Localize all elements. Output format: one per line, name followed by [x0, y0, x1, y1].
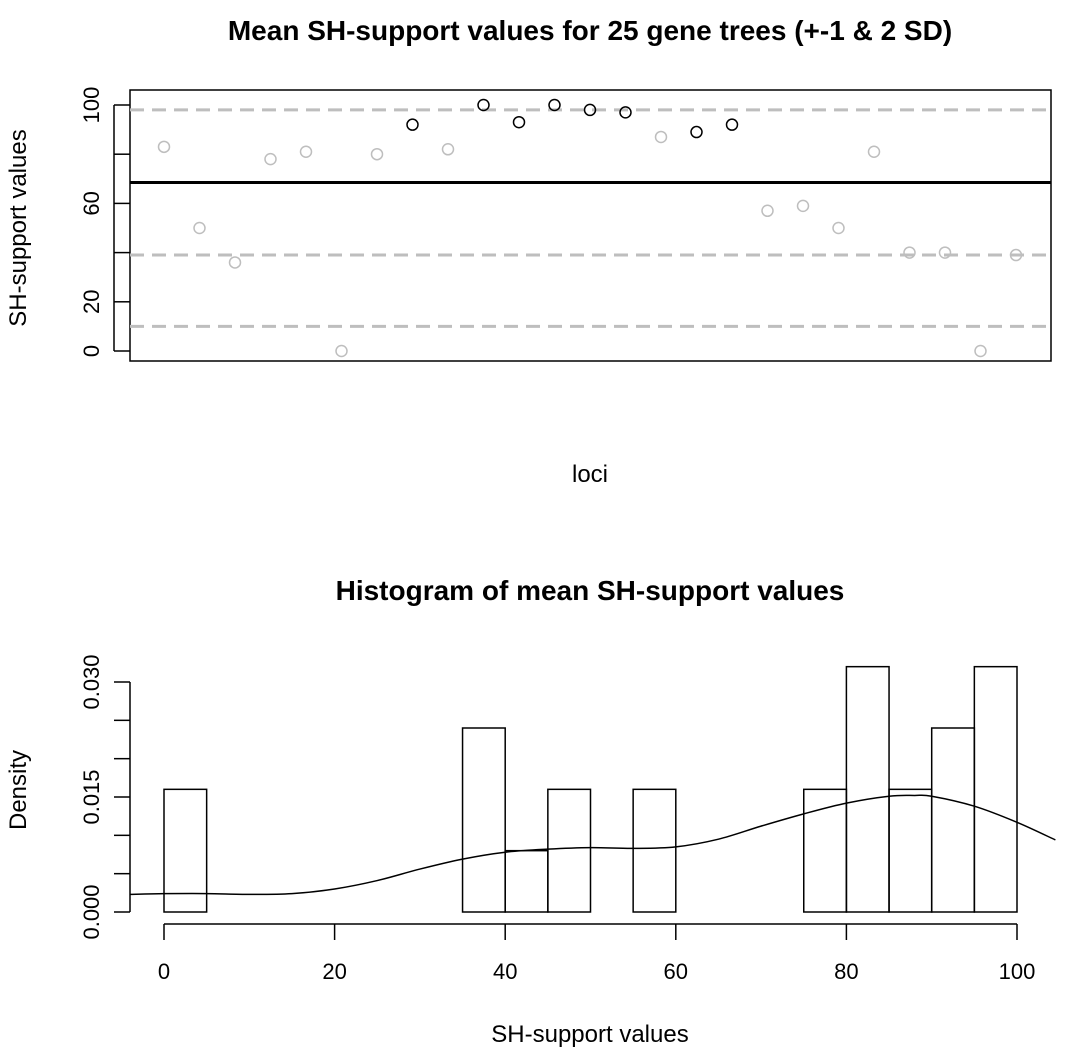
- scatter-point: [583, 103, 597, 117]
- histogram-bar: [547, 788, 592, 913]
- scatter-point: [974, 344, 987, 358]
- scatter-point: [796, 199, 810, 213]
- scatter-point: [335, 344, 348, 358]
- histogram-bar: [845, 665, 890, 913]
- scatter-panel: Mean SH-support values for 25 gene trees…: [5, 15, 1052, 488]
- scatter-y-tick-label: 60: [79, 191, 104, 215]
- scatter-point: [725, 118, 739, 131]
- scatter-point: [832, 221, 845, 235]
- histogram-title: Histogram of mean SH-support values: [336, 575, 845, 606]
- histogram-x-tick-label: 20: [322, 959, 346, 984]
- scatter-title: Mean SH-support values for 25 gene trees…: [228, 15, 952, 46]
- histogram-bar: [504, 849, 549, 913]
- scatter-point: [938, 246, 952, 259]
- scatter-plot-frame: [129, 89, 1052, 362]
- histogram-x-tick-label: 0: [158, 959, 170, 984]
- histogram-bar: [930, 727, 976, 913]
- histogram-y-tick-label: 0.000: [79, 884, 104, 939]
- scatter-y-tick-label: 0: [79, 345, 104, 357]
- histogram-bar: [632, 788, 677, 913]
- scatter-point: [441, 143, 455, 156]
- density-curve: [129, 794, 1056, 896]
- scatter-point: [228, 256, 242, 269]
- histogram-x-tick-label: 60: [664, 959, 688, 984]
- histogram-bar: [888, 788, 933, 913]
- scatter-point: [193, 221, 206, 235]
- scatter-point: [867, 145, 881, 158]
- histogram-bar: [163, 788, 208, 913]
- scatter-sd-lines: [130, 108, 1051, 328]
- histogram-y-axis-label: Density: [5, 750, 32, 830]
- scatter-point: [406, 118, 419, 131]
- scatter-point: [903, 246, 916, 259]
- histogram-y-axis: 0.000 0.015 0.030: [79, 654, 131, 940]
- histogram-y-tick-label: 0.030: [79, 654, 104, 709]
- scatter-y-tick-label: 20: [79, 290, 104, 314]
- scatter-point: [761, 204, 774, 218]
- scatter-point: [690, 125, 703, 139]
- histogram-x-tick-label: 40: [493, 959, 517, 984]
- histogram-x-tick-label: 100: [999, 959, 1036, 984]
- scatter-x-axis-label: loci: [572, 461, 608, 488]
- scatter-point: [477, 98, 490, 112]
- histogram-y-tick-label: 0.015: [79, 769, 104, 824]
- histogram-bar: [461, 727, 506, 913]
- histogram-x-axis-label: SH-support values: [491, 1021, 688, 1048]
- scatter-point: [654, 130, 668, 144]
- scatter-y-tick-label: 100: [79, 87, 104, 124]
- histogram-x-axis: 0 20 40 60 80 100: [158, 923, 1036, 984]
- scatter-y-axis: 0 20 60 100: [79, 87, 130, 357]
- scatter-point: [548, 98, 561, 112]
- histogram-bars: [163, 665, 1018, 913]
- scatter-point: [512, 115, 526, 129]
- scatter-point: [157, 140, 171, 154]
- histogram-bar: [973, 665, 1018, 913]
- scatter-y-axis-label: SH-support values: [5, 129, 32, 326]
- histogram-x-tick-label: 80: [834, 959, 858, 984]
- scatter-point: [299, 145, 313, 158]
- scatter-point: [1009, 248, 1023, 262]
- histogram-panel: Histogram of mean SH-support values 0 20 4…: [5, 575, 1056, 1048]
- scatter-point: [264, 152, 277, 166]
- scatter-point: [619, 106, 632, 119]
- scatter-points: [157, 98, 1023, 358]
- scatter-point: [370, 147, 384, 161]
